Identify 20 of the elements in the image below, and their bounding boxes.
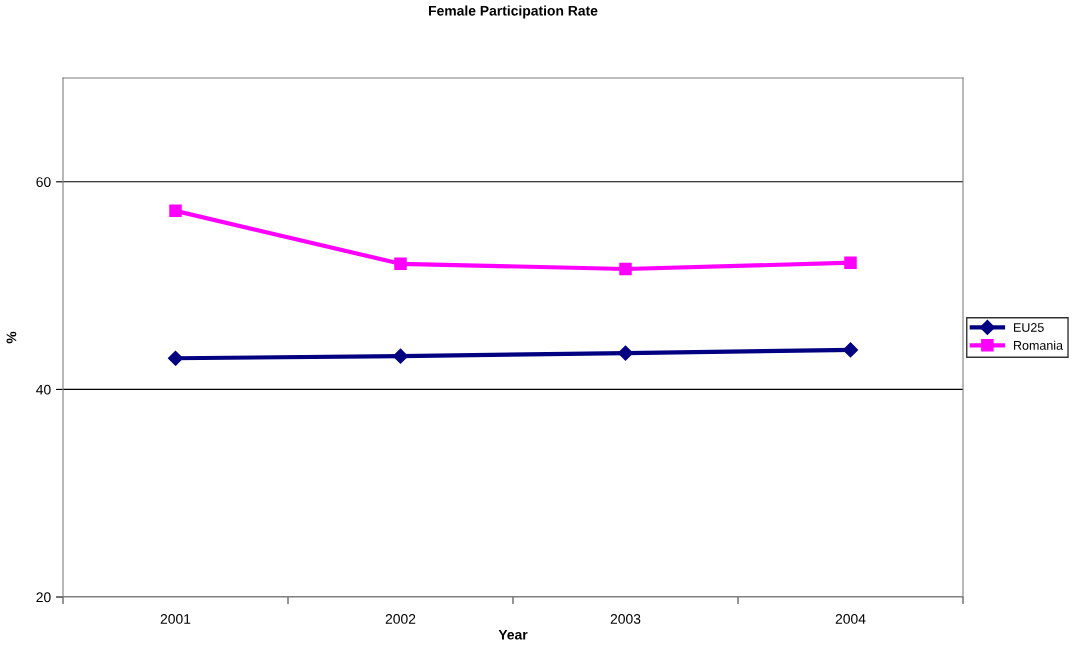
x-tick-label: 2004 xyxy=(835,614,866,624)
chart-title: Female Participation Rate xyxy=(429,5,598,19)
y-tick-label: 40 xyxy=(36,384,51,395)
point xyxy=(844,256,857,270)
legend-label: Romania xyxy=(1014,340,1064,350)
point xyxy=(392,348,409,364)
y-tick-label: 20 xyxy=(36,592,51,603)
point xyxy=(394,257,407,271)
point xyxy=(842,342,859,358)
point xyxy=(617,345,634,361)
legend-label: EU25 xyxy=(1014,323,1044,332)
y-tick-label: 60 xyxy=(36,177,51,187)
y-axis-title: % xyxy=(6,331,17,344)
x-axis-title: Year xyxy=(498,629,528,640)
point xyxy=(619,262,632,276)
x-tick-label: 2003 xyxy=(610,614,641,624)
point xyxy=(167,350,184,366)
x-tick-label: 2001 xyxy=(160,614,191,624)
x-tick-label: 2002 xyxy=(385,614,416,624)
point xyxy=(169,204,182,218)
